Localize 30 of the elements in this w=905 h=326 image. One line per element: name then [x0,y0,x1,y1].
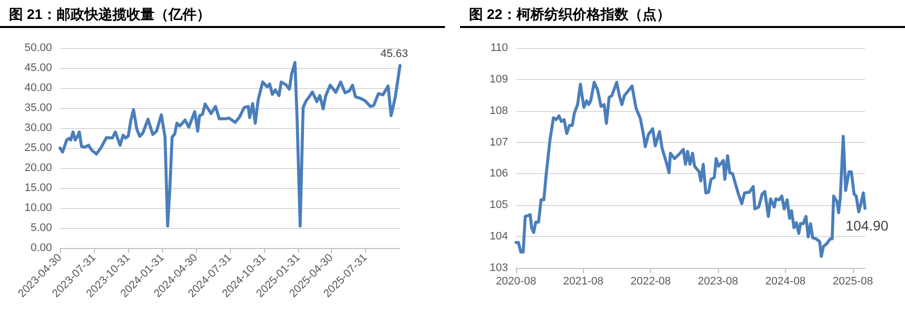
x-tick-label: 2022-08 [630,276,671,288]
line-series [58,60,402,228]
y-tick-label: 30.00 [24,122,52,134]
y-tick-label: 5.00 [30,222,52,234]
x-tick-label: 2021-08 [563,276,604,288]
y-tick-label: 107 [490,136,508,148]
y-tick-label: 109 [490,73,508,86]
x-tick-label: 2023-08 [698,276,738,288]
y-tick-label: 0.00 [30,242,52,254]
y-tick-label: 25.00 [24,142,52,154]
chart-title: 图 22：柯桥纺织价格指数（点） [469,6,670,22]
x-tick-label: 2024-08 [765,276,806,288]
y-tick-label: 103 [490,262,508,274]
y-tick-label: 35.00 [24,102,52,114]
y-tick-label: 10.00 [24,202,52,214]
y-tick-label: 105 [490,199,508,212]
y-tick-label: 40.00 [24,82,52,94]
y-tick-label: 110 [490,42,508,54]
y-tick-label: 106 [490,168,508,180]
x-tick-label: 2025-08 [832,276,874,288]
annotation: 45.63 [380,48,408,60]
y-tick-label: 50.00 [24,42,52,54]
annotation: 104.90 [846,217,889,234]
y-tick-label: 20.00 [24,162,52,174]
y-tick-label: 108 [490,104,508,117]
y-tick-label: 15.00 [24,182,52,194]
x-tick-label: 2020-08 [496,276,536,288]
y-tick-label: 104 [490,230,508,243]
y-tick-label: 45.00 [24,62,52,74]
chart-title: 图 21：邮政快递揽收量（亿件） [9,6,210,22]
